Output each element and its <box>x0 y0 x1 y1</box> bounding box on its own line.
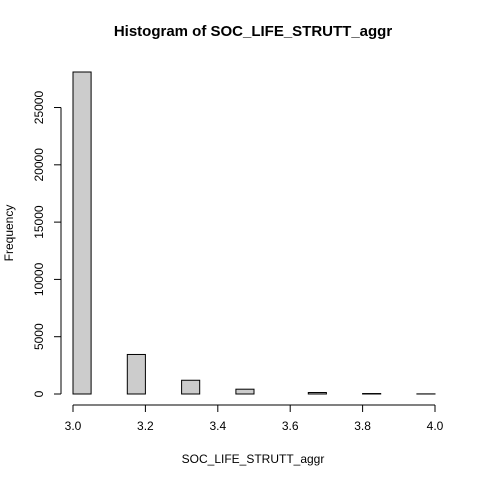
x-tick-label: 3.4 <box>209 419 226 433</box>
y-tick-label: 0 <box>32 390 46 397</box>
x-tick-label: 3.0 <box>65 419 82 433</box>
y-tick-label: 25000 <box>32 91 46 125</box>
y-tick-label: 10000 <box>32 262 46 296</box>
x-axis-title: SOC_LIFE_STRUTT_aggr <box>182 452 325 466</box>
y-tick-label: 15000 <box>32 205 46 239</box>
histogram-bar <box>236 389 254 394</box>
x-tick-label: 4.0 <box>427 419 444 433</box>
bars-group <box>73 72 435 394</box>
y-axis: 0 5000 10000 15000 20000 25000 <box>32 91 61 398</box>
y-axis-title: Frequency <box>2 205 16 262</box>
x-axis: 3.0 3.2 3.4 3.6 3.8 4.0 <box>65 405 444 433</box>
histogram-bar <box>127 354 145 394</box>
histogram-bar <box>308 393 326 394</box>
x-tick-label: 3.8 <box>354 419 371 433</box>
y-tick-label: 20000 <box>32 148 46 182</box>
y-tick-label: 5000 <box>32 323 46 350</box>
histogram-bar <box>73 72 91 394</box>
histogram-bar <box>182 380 200 394</box>
x-tick-label: 3.2 <box>137 419 154 433</box>
x-tick-label: 3.6 <box>282 419 299 433</box>
chart-title: Histogram of SOC_LIFE_STRUTT_aggr <box>114 23 393 40</box>
